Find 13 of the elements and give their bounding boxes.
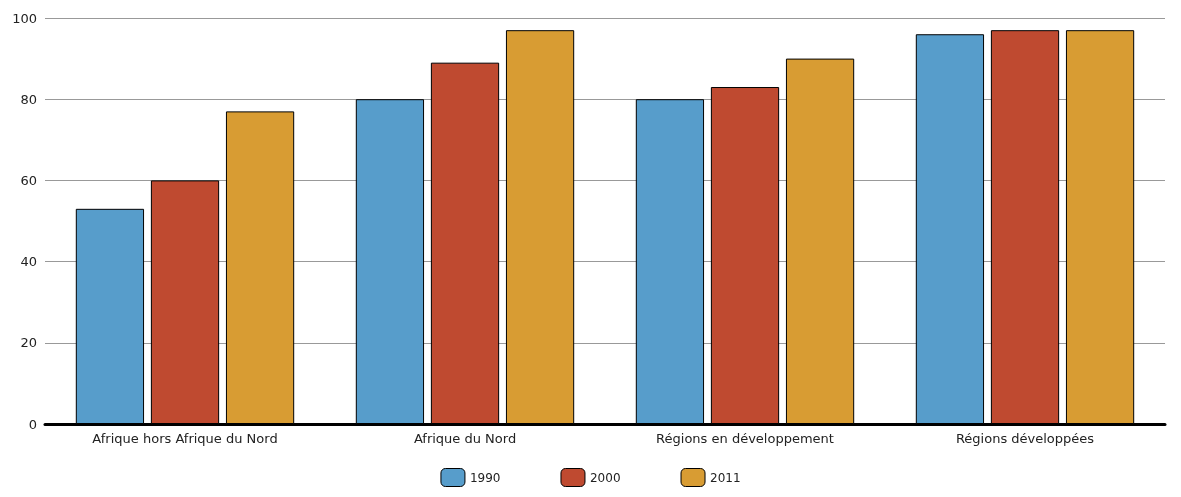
y-tick-label: 20 (20, 335, 37, 351)
legend-label: 2000 (589, 470, 621, 485)
y-tick-label: 100 (12, 10, 37, 26)
x-tick-label: Régions en développement (656, 431, 834, 446)
y-tick-label: 80 (20, 91, 37, 107)
y-tick-label: 40 (20, 254, 37, 270)
x-tick-label: Afrique hors Afrique du Nord (92, 431, 278, 446)
x-tick-label: Régions développées (955, 431, 1095, 446)
legend-label: 1990 (469, 470, 501, 485)
y-tick-label: 60 (20, 172, 37, 188)
x-tick-label: Afrique du Nord (413, 431, 517, 446)
y-tick-label: 0 (28, 416, 37, 432)
legend-label: 2011 (710, 470, 741, 485)
